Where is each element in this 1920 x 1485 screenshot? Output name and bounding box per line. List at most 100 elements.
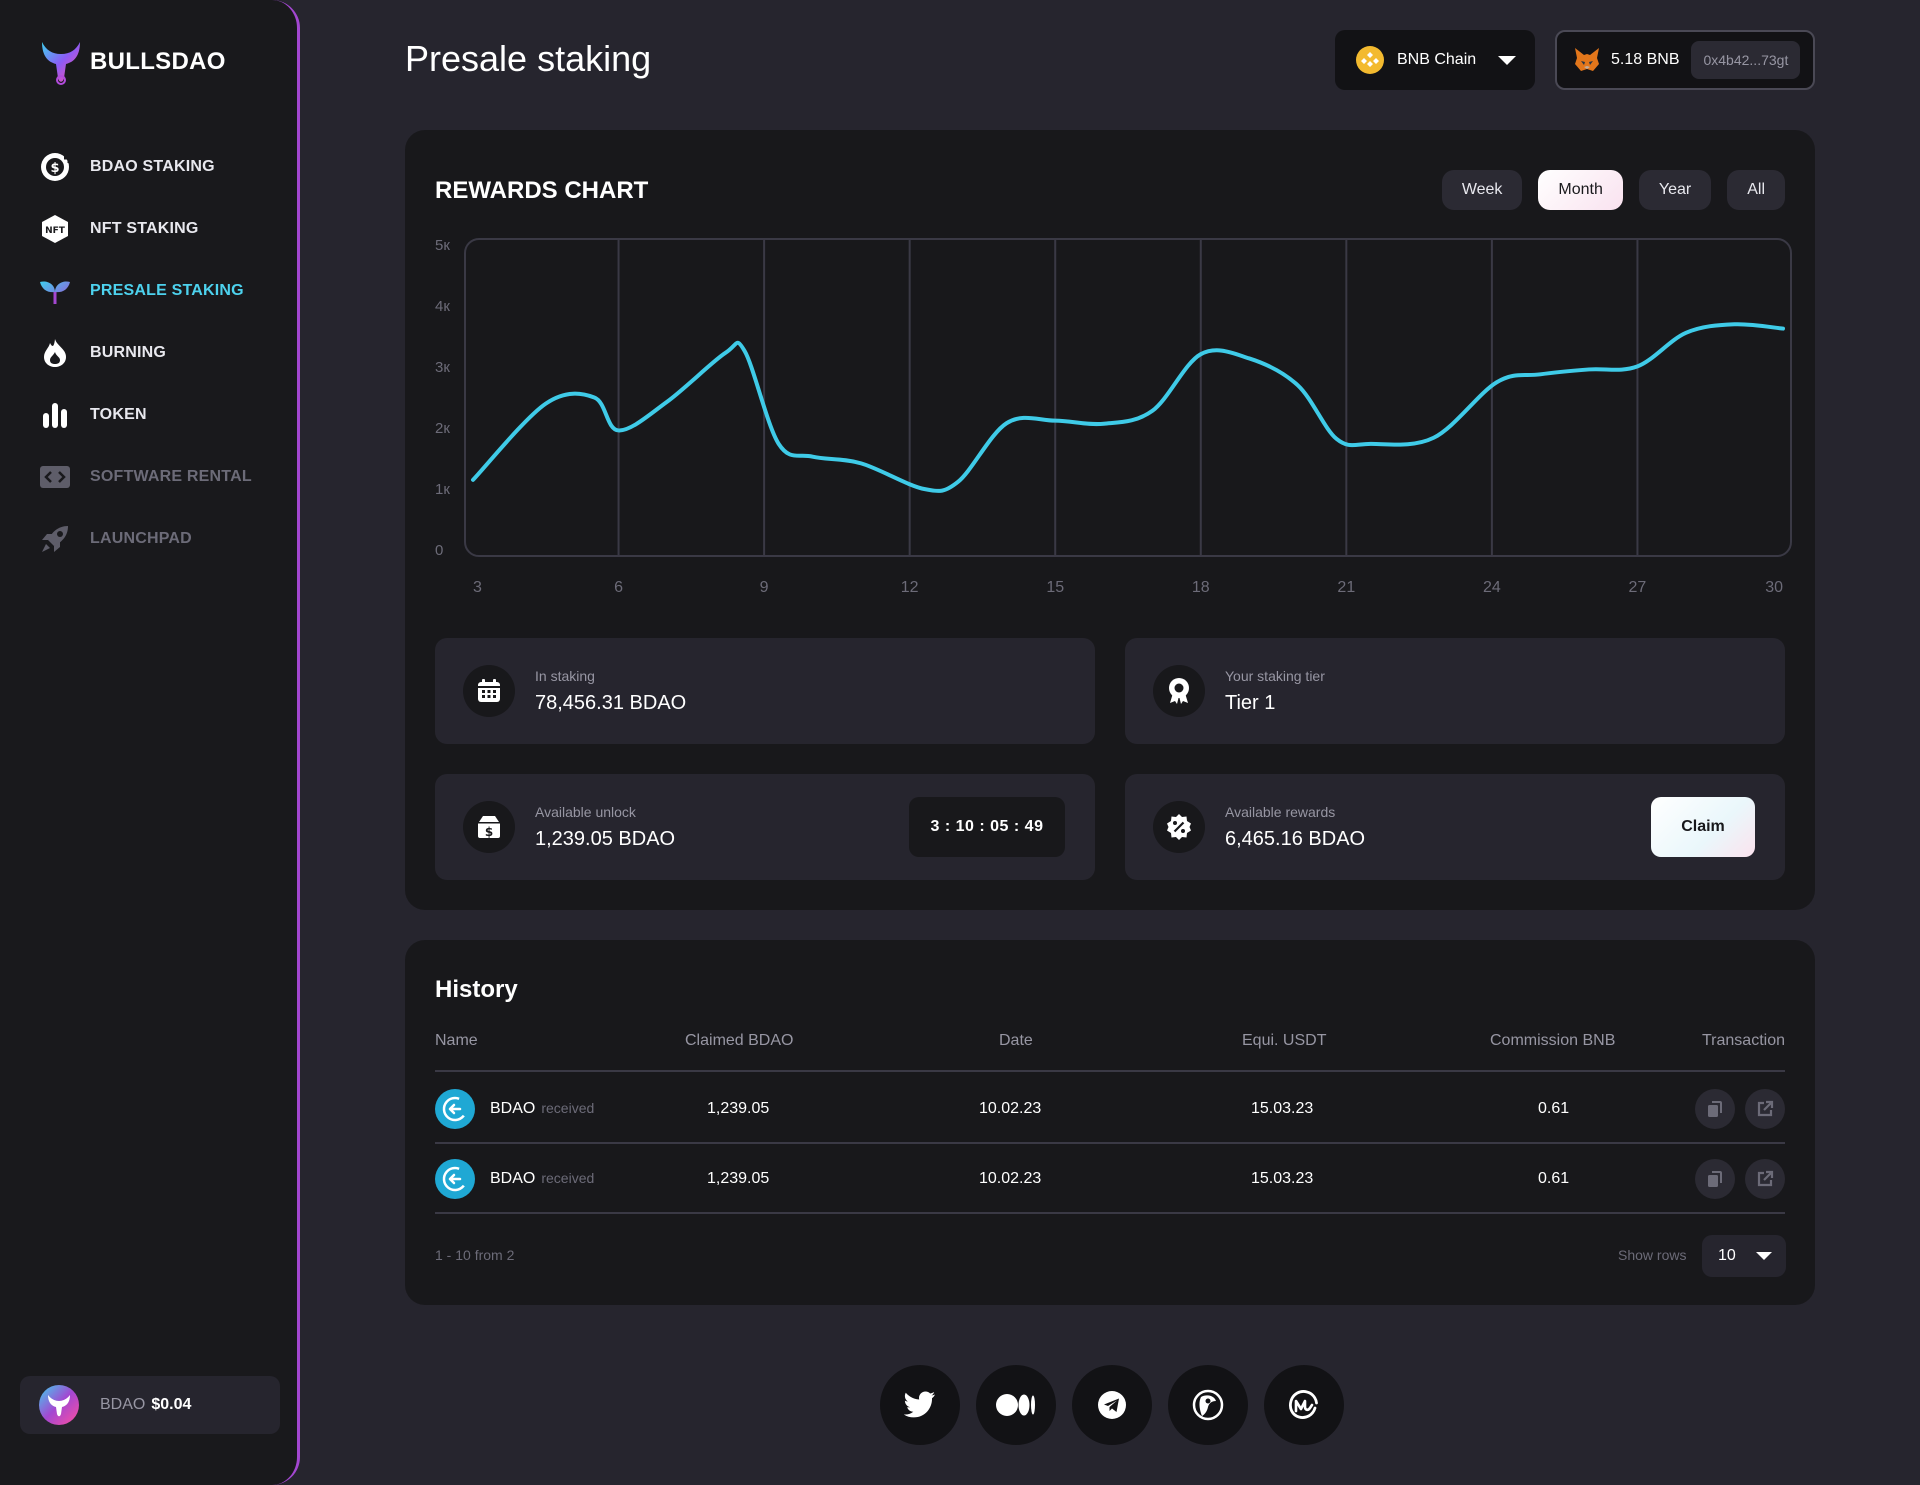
row-token: BDAO (490, 1100, 536, 1117)
row-claimed: 1,239.05 (707, 1100, 770, 1117)
sidebar-item-token[interactable]: TOKEN (38, 384, 252, 446)
range-tab-year[interactable]: Year (1638, 170, 1712, 210)
rocket-icon (38, 522, 72, 556)
stat-available-unlock: $ Available unlock 1,239.05 BDAO 3 : 10 … (435, 774, 1095, 880)
bnb-coin-icon (1356, 46, 1384, 74)
external-link-icon[interactable] (1745, 1159, 1785, 1199)
stat-label: In staking (535, 667, 595, 684)
telegram-icon[interactable] (1072, 1365, 1152, 1445)
sidebar-item-label: SOFTWARE RENTAL (90, 468, 252, 485)
unlock-countdown-timer: 3 : 10 : 05 : 49 (909, 797, 1065, 857)
brand-name: BULLSDAO (90, 48, 226, 75)
copy-icon[interactable] (1695, 1089, 1735, 1129)
sidebar-item-presale-staking[interactable]: PRESALE STAKING (38, 260, 252, 322)
wallet-address[interactable]: 0x4b42...73gt (1691, 41, 1801, 79)
stat-label: Your staking tier (1225, 667, 1325, 684)
x-tick-label: 6 (614, 579, 623, 596)
y-tick-label: 5к (435, 237, 450, 254)
y-tick-label: 4к (435, 298, 450, 315)
column-header: Commission BNB (1490, 1032, 1616, 1049)
rows-per-page-value: 10 (1718, 1247, 1736, 1264)
range-tab-week[interactable]: Week (1441, 170, 1523, 210)
chain-selector[interactable]: BNB Chain (1335, 30, 1535, 90)
range-tab-all[interactable]: All (1727, 170, 1785, 210)
stat-label: Available rewards (1225, 803, 1336, 820)
bar-chart-icon (38, 398, 72, 432)
svg-text:$: $ (485, 825, 493, 839)
coinmarketcap-icon[interactable] (1264, 1365, 1344, 1445)
chart-frame (464, 238, 1792, 557)
sidebar-item-label: LAUNCHPAD (90, 530, 192, 547)
award-ribbon-icon (1153, 665, 1205, 717)
wallet-button[interactable]: 5.18 BNB 0x4b42...73gt (1555, 30, 1815, 90)
sidebar-item-software-rental[interactable]: SOFTWARE RENTAL (38, 446, 252, 508)
y-tick-label: 2к (435, 420, 450, 437)
x-tick-label: 24 (1483, 579, 1501, 596)
y-tick-label: 3к (435, 359, 450, 376)
sidebar-item-nft-staking[interactable]: NFT NFT STAKING (38, 198, 252, 260)
column-header: Name (435, 1032, 478, 1049)
calendar-icon (463, 665, 515, 717)
rows-per-page-select[interactable]: 10 (1702, 1235, 1786, 1277)
row-date: 10.02.23 (979, 1100, 1042, 1117)
receive-arrow-icon (435, 1159, 475, 1199)
rewards-card: REWARDS CHART Week Month Year All 0 1к 2к 3… (405, 130, 1815, 910)
row-commission: 0.61 (1538, 1170, 1570, 1187)
logo[interactable]: BULLSDAO (38, 38, 226, 86)
sidebar-item-label: PRESALE STAKING (90, 282, 244, 299)
column-header: Date (999, 1032, 1033, 1049)
bdao-token-icon (39, 1385, 79, 1425)
row-status: received (541, 1170, 595, 1186)
column-header: Claimed BDAO (685, 1032, 794, 1049)
row-name: BDAO received (490, 1100, 594, 1118)
range-tab-month[interactable]: Month (1538, 170, 1623, 210)
sidebar-item-launchpad[interactable]: LAUNCHPAD (38, 508, 252, 570)
history-title: History (435, 976, 518, 1003)
pagination-info: 1 - 10 from 2 (435, 1247, 515, 1263)
token-price-widget: BDAO $0.04 (20, 1376, 280, 1434)
column-header: Transaction (1702, 1032, 1785, 1049)
x-tick-label: 9 (760, 579, 769, 596)
sidebar-item-label: TOKEN (90, 406, 147, 423)
sidebar-item-burning[interactable]: BURNING (38, 322, 252, 384)
history-card: History Name Claimed BDAO Date Equi. USD… (405, 940, 1815, 1305)
stat-value: 1,239.05 BDAO (535, 827, 676, 850)
flame-icon (38, 336, 72, 370)
row-commission: 0.61 (1538, 1100, 1570, 1117)
dollar-coin-icon: $ (38, 150, 72, 184)
svg-text:$: $ (50, 161, 59, 176)
row-token: BDAO (490, 1170, 536, 1187)
code-window-icon (38, 460, 72, 494)
y-tick-label: 0 (435, 542, 443, 559)
sidebar-item-label: BDAO STAKING (90, 158, 215, 175)
x-tick-label: 27 (1629, 579, 1647, 596)
row-date: 10.02.23 (979, 1170, 1042, 1187)
show-rows-label: Show rows (1618, 1247, 1687, 1263)
stat-value: 6,465.16 BDAO (1225, 827, 1366, 850)
row-status: received (541, 1100, 595, 1116)
sidebar-item-label: BURNING (90, 344, 167, 361)
x-tick-label: 18 (1192, 579, 1210, 596)
x-tick-label: 21 (1337, 579, 1355, 596)
row-claimed: 1,239.05 (707, 1170, 770, 1187)
chain-label: BNB Chain (1397, 51, 1477, 68)
claim-button[interactable]: Claim (1651, 797, 1755, 857)
medium-icon[interactable] (976, 1365, 1056, 1445)
wallet-balance: 5.18 BNB (1611, 51, 1680, 68)
bull-logo-icon (42, 42, 80, 85)
coingecko-icon[interactable] (1168, 1365, 1248, 1445)
metamask-fox-icon (1575, 48, 1599, 71)
rewards-line-chart: 0 1к 2к 3к 4к 5к 3 6 9 12 15 18 21 24 27 30 (435, 237, 1792, 596)
page-title: Presale staking (405, 38, 652, 79)
dollar-box-icon: $ (463, 801, 515, 853)
sidebar-item-label: NFT STAKING (90, 220, 199, 237)
sidebar: BULLSDAO $ BDAO STAKING NFT NFT STAKING … (0, 0, 300, 1485)
table-row: BDAO received 1,239.05 10.02.23 15.03.23 … (435, 1144, 1785, 1214)
external-link-icon[interactable] (1745, 1089, 1785, 1129)
sidebar-item-bdao-staking[interactable]: $ BDAO STAKING (38, 136, 252, 198)
price-token-label: BDAO (100, 1396, 146, 1413)
copy-icon[interactable] (1695, 1159, 1735, 1199)
percent-badge-icon (1153, 801, 1205, 853)
history-table-header: Name Claimed BDAO Date Equi. USDT Commis… (435, 1032, 1785, 1072)
twitter-icon[interactable] (880, 1365, 960, 1445)
